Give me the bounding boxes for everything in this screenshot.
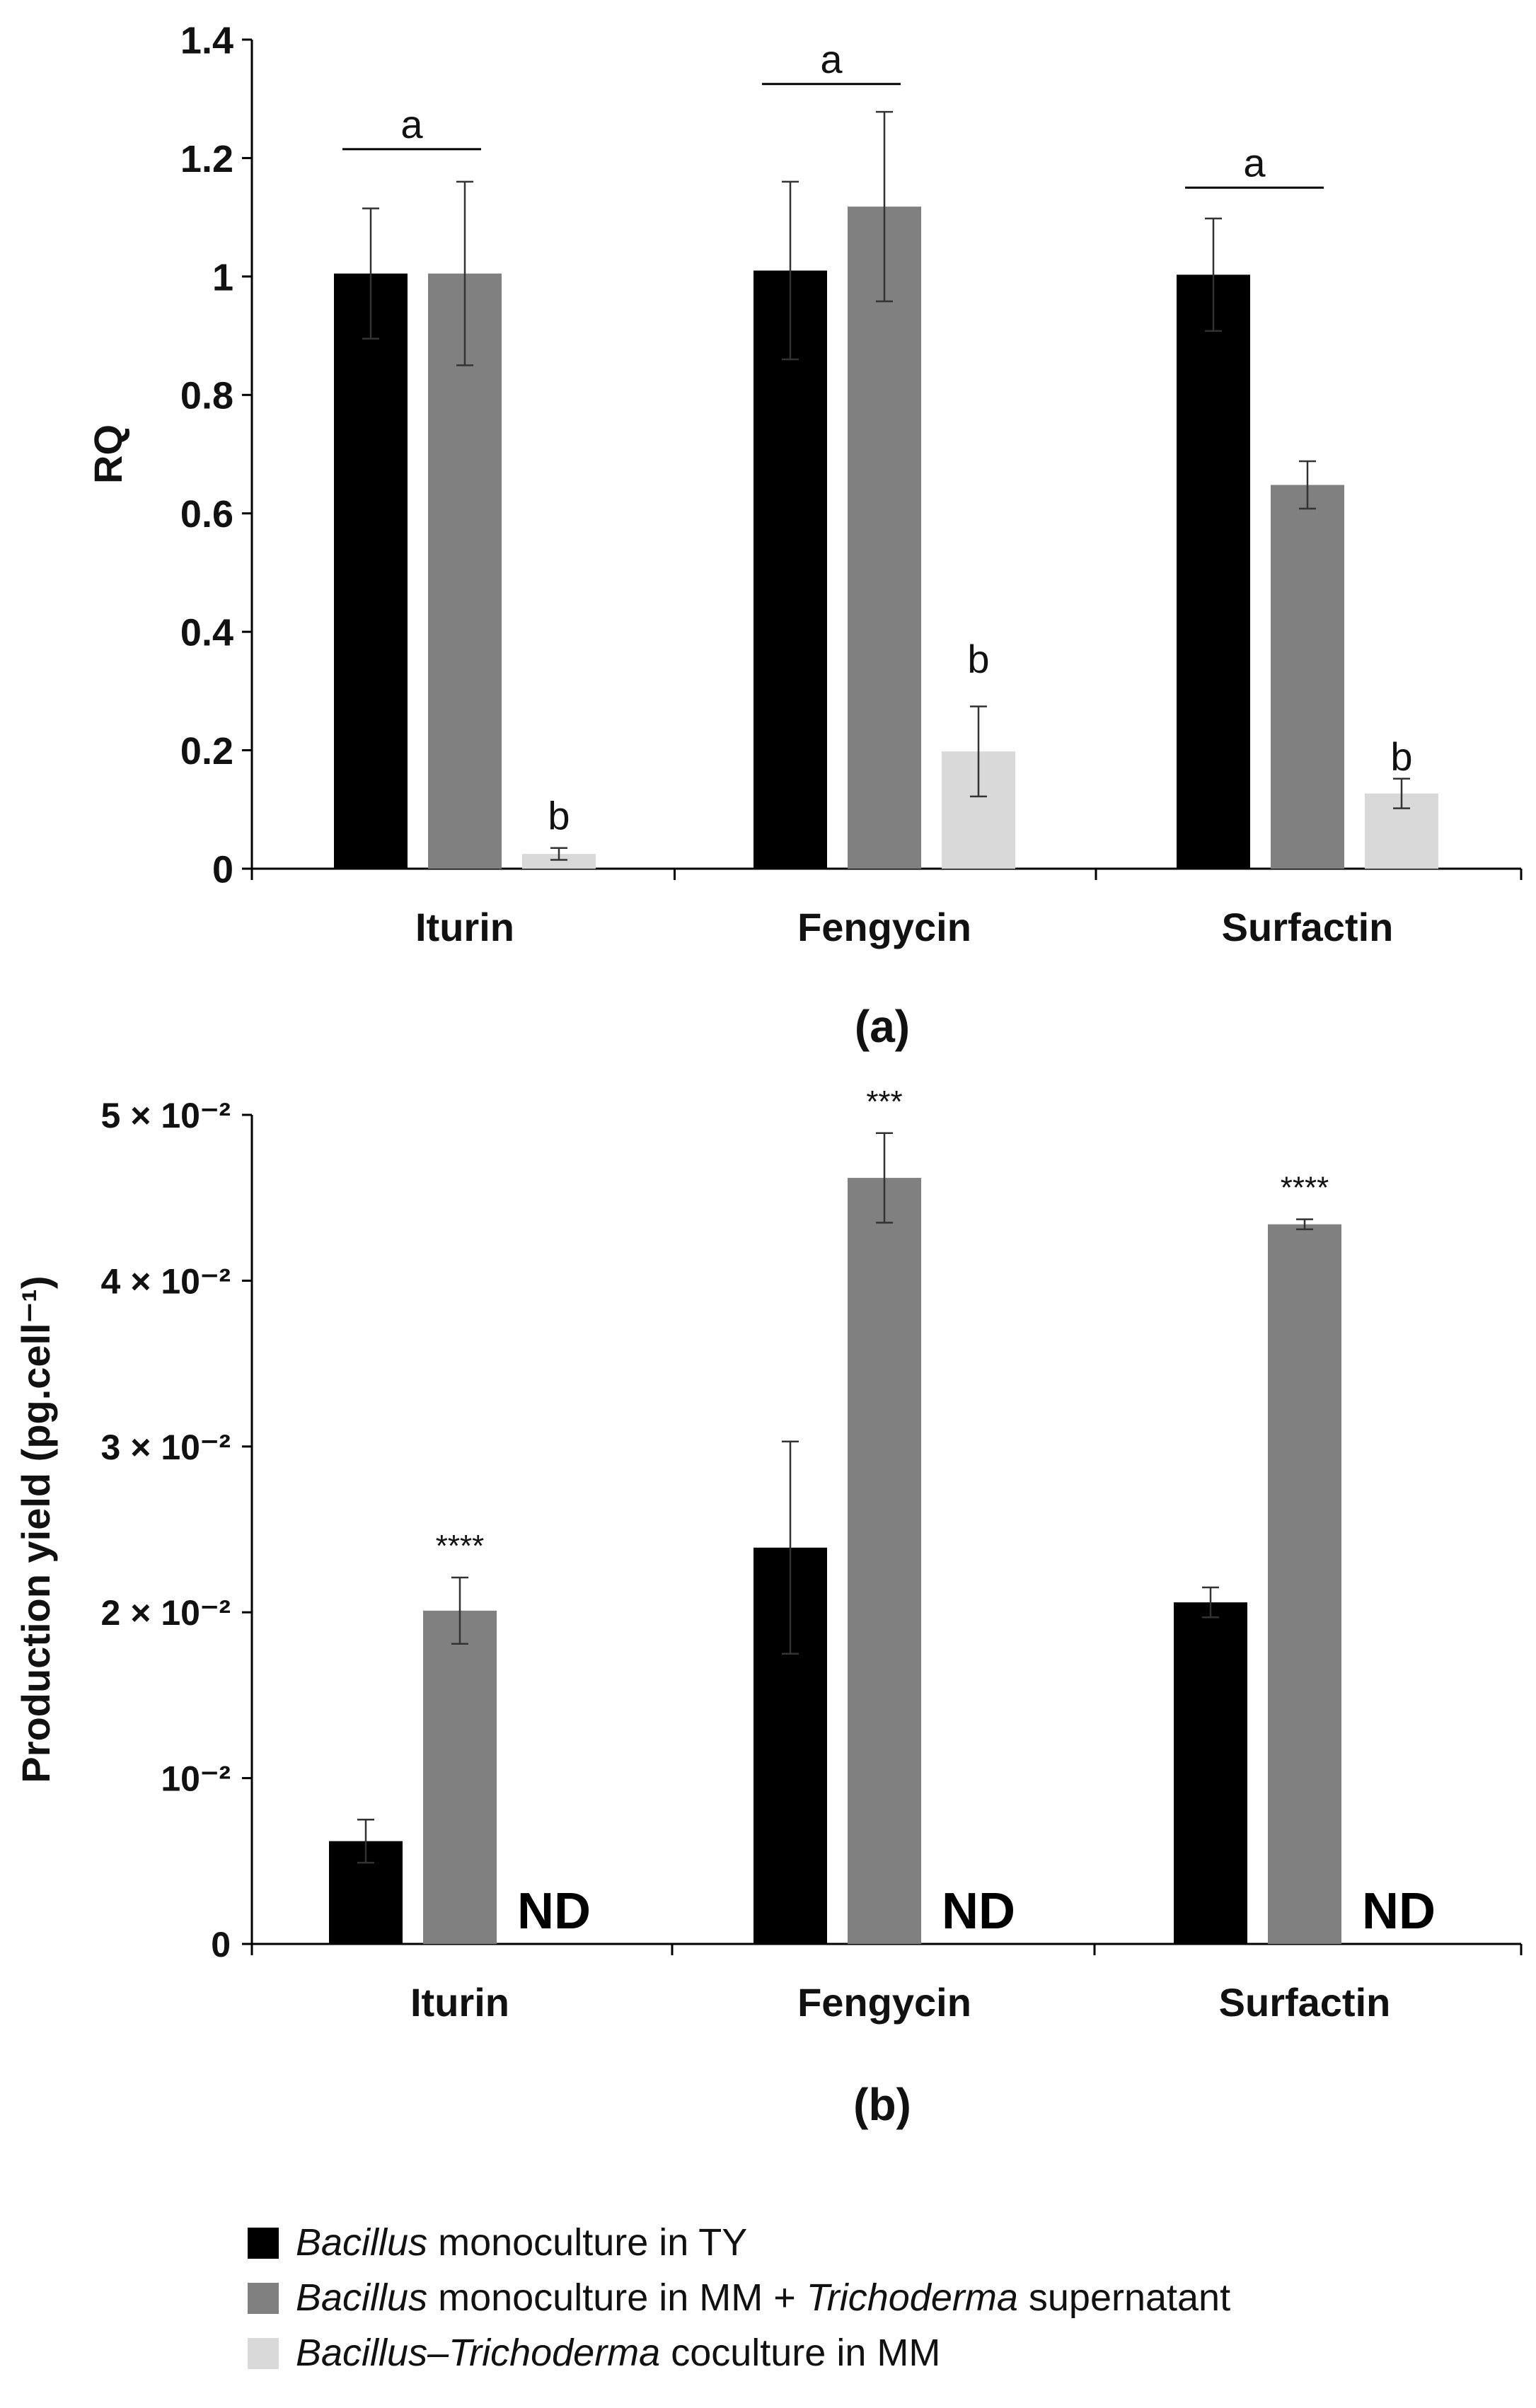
legend-label: Bacillus monoculture in MM + Trichoderma… [296, 2276, 1231, 2319]
x-tick-label: Iturin [410, 1980, 509, 2025]
bar-series-1 [334, 273, 408, 869]
legend-item: Bacillus monoculture in MM + Trichoderma… [248, 2273, 1521, 2328]
data-label: ND [942, 1883, 1015, 1940]
y-tick-label: 0.8 [180, 375, 233, 417]
significance-stars: **** [1281, 1171, 1329, 1205]
significance-stars: *** [866, 1084, 902, 1119]
y-tick-label: 10⁻² [161, 1759, 231, 1799]
y-tick-label: 3 × 10⁻² [101, 1428, 231, 1467]
legend-swatch-series-1 [248, 2228, 279, 2259]
legend-label: Bacillus monoculture in TY [296, 2221, 748, 2264]
y-tick-label: 5 × 10⁻² [101, 1096, 231, 1135]
y-tick-label: 4 × 10⁻² [101, 1261, 231, 1301]
chart-panel-2: 0 10⁻² 2 × 10⁻² 3 × 10⁻² 4 × 10⁻² 5 × 10⁻² Pro… [13, 1084, 1523, 2130]
x-tick-label: Surfactin [1222, 905, 1394, 949]
legend-item: Bacillus–Trichoderma coculture in MM [248, 2328, 1521, 2383]
y-tick-label: 1.4 [180, 19, 233, 62]
significance-letter: b [967, 637, 989, 681]
y-tick-label: 1.2 [180, 138, 233, 180]
bar-series-2 [423, 1610, 497, 1944]
bar-series-3 [522, 854, 596, 869]
x-tick-label: Fengycin [797, 1980, 971, 2025]
bar-series-2 [1268, 1224, 1341, 1944]
data-label: ND [517, 1883, 591, 1940]
legend-swatch-series-2 [248, 2283, 279, 2314]
significance-stars: **** [436, 1529, 485, 1563]
y-tick-label: 0 [212, 848, 233, 891]
significance-letter: b [1390, 734, 1412, 779]
panel-label: (b) [853, 2079, 911, 2130]
significance-letter: b [548, 794, 570, 838]
bar-series-2 [428, 273, 502, 869]
y-tick-label: 0.2 [180, 730, 233, 772]
x-tick-label: Fengycin [797, 905, 971, 949]
significance-letter: a [820, 37, 843, 81]
panel-label: (a) [855, 1001, 910, 1052]
data-label: ND [1362, 1883, 1436, 1940]
legend-label: Bacillus–Trichoderma coculture in MM [296, 2332, 941, 2374]
y-axis-label: RQ [86, 424, 130, 484]
bar-series-1 [753, 270, 827, 869]
significance-letter: a [400, 102, 423, 146]
y-tick-label: 0.6 [180, 493, 233, 536]
x-tick-label: Iturin [415, 905, 514, 949]
bar-series-2 [1271, 485, 1344, 869]
y-tick-label: 1 [212, 256, 233, 299]
legend-item: Bacillus monoculture in TY [248, 2218, 1521, 2273]
y-tick-label: 2 × 10⁻² [101, 1593, 231, 1633]
y-tick-label: 0.4 [180, 612, 233, 654]
y-axis-label: Production yield (pg.cell⁻¹) [13, 1275, 58, 1783]
x-tick-label: Surfactin [1219, 1980, 1391, 2025]
significance-letter: a [1243, 140, 1266, 185]
legend: Bacillus monoculture in TY Bacillus mono… [248, 2218, 1521, 2383]
bar-series-1 [1177, 274, 1250, 869]
bar-series-2 [848, 1178, 921, 1944]
bar-series-1 [1174, 1602, 1247, 1944]
bar-series-2 [848, 207, 921, 869]
chart-panel-1: 0 0.2 0.4 0.6 0.8 1 1.2 1.4 RQ Iturin Fengycin Surf… [86, 19, 1523, 1052]
legend-swatch-series-3 [248, 2338, 279, 2369]
y-tick-label: 0 [211, 1925, 231, 1964]
